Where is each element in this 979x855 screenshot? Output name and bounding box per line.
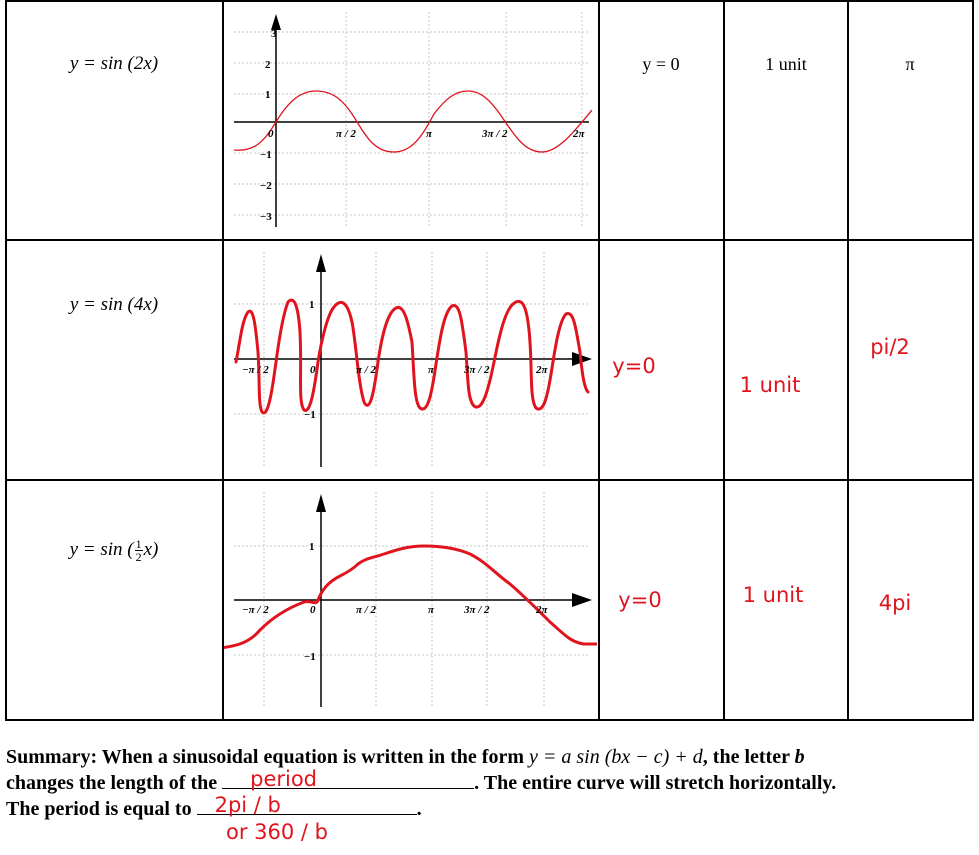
table-bottom-border	[5, 719, 974, 721]
handwritten-answer: 2pi / b	[214, 793, 281, 817]
graph-sin-4x: −π / 2 0 π / 2 π 3π / 2 2π 1 −1	[234, 252, 592, 467]
equation-row3: y = sin (1 2 x)	[69, 537, 159, 564]
x-axis-arrow	[572, 593, 592, 607]
y-axis-arrow	[316, 494, 326, 512]
midline-row2: y=0	[612, 354, 656, 378]
x-tick-label: 0	[310, 604, 316, 616]
x-tick-label: 2π	[535, 604, 549, 616]
row-divider	[5, 239, 974, 241]
y-tick-label: −1	[304, 651, 316, 663]
midline-row1: y = 0	[642, 54, 680, 74]
y-tick-label: −2	[260, 180, 272, 192]
x-tick-label: 2π	[572, 128, 586, 140]
summary-line-2: changes the length of the period. The en…	[6, 767, 837, 794]
x-tick-label: 0	[268, 128, 274, 140]
x-tick-label: 3π / 2	[463, 604, 490, 616]
midline-row3: y=0	[618, 588, 662, 612]
x-tick-label: −π / 2	[242, 604, 269, 616]
x-tick-label: π	[428, 364, 435, 376]
x-tick-label: 3π / 2	[463, 364, 490, 376]
handwritten-extra-answer: or 360 / b	[226, 820, 328, 844]
period-row2: pi/2	[870, 335, 910, 359]
graph-sin-half-x: −π / 2 0 π / 2 π 3π / 2 2π 1 −1	[224, 492, 597, 707]
equation-row1: y = sin (2x)	[69, 53, 159, 74]
graph-sin-2x: 3 2 1 −1 −2 −3 0 π / 2 π 3π / 2 2π	[233, 12, 593, 227]
sine-curve-handdrawn	[224, 544, 597, 649]
y-axis-arrow	[271, 14, 281, 30]
period-row1: π	[905, 54, 915, 74]
period-answer-blank: period	[222, 767, 475, 791]
y-tick-label: 1	[309, 541, 315, 553]
graph-grid	[234, 12, 589, 227]
x-tick-label: 2π	[535, 364, 549, 376]
graph-grid	[234, 252, 589, 467]
col-divider	[972, 0, 974, 721]
col-divider	[847, 0, 849, 721]
x-tick-label: π / 2	[356, 364, 377, 376]
x-tick-label: 3π / 2	[481, 128, 508, 140]
col-divider	[5, 0, 7, 721]
period-formula-blank: 2pi / b	[196, 793, 417, 817]
summary-line-3: The period is equal to 2pi / b.	[6, 793, 422, 820]
summary-formula: y = a sin (bx − c) + d	[529, 746, 703, 768]
table-top-border	[5, 0, 974, 2]
summary-paragraph: Summary: When a sinusoidal equation is w…	[6, 745, 966, 822]
row-divider	[5, 479, 974, 481]
y-tick-label: 1	[309, 299, 315, 311]
y-tick-label: −1	[260, 149, 272, 161]
amplitude-row1: 1 unit	[765, 54, 807, 74]
amplitude-row2: 1 unit	[739, 373, 801, 397]
y-tick-label: −3	[260, 211, 272, 223]
x-tick-label: π / 2	[356, 604, 377, 616]
col-divider	[222, 0, 224, 721]
x-tick-label: −π / 2	[242, 364, 269, 376]
x-tick-label: π	[426, 128, 433, 140]
sine-curve-handdrawn	[234, 298, 590, 415]
summary-line-1: Summary: When a sinusoidal equation is w…	[6, 746, 805, 768]
y-tick-label: −1	[304, 409, 316, 421]
y-axis-arrow	[316, 254, 326, 272]
summary-letter: b	[794, 746, 805, 768]
period-row3: 4pi	[878, 591, 912, 615]
amplitude-row3: 1 unit	[742, 583, 804, 607]
handwritten-answer: period	[250, 767, 318, 791]
x-tick-label: π / 2	[336, 128, 357, 140]
x-tick-label: 0	[310, 364, 316, 376]
sine-curve	[233, 90, 593, 153]
equation-row2: y = sin (4x)	[69, 294, 159, 315]
y-tick-label: 1	[265, 89, 271, 101]
x-tick-label: π	[428, 604, 435, 616]
y-tick-label: 2	[265, 59, 271, 71]
fraction-denominator: 2	[135, 550, 142, 564]
fraction-numerator: 1	[134, 537, 143, 551]
y-tick-label: 3	[271, 28, 277, 40]
col-divider	[723, 0, 725, 721]
col-divider	[598, 0, 600, 721]
